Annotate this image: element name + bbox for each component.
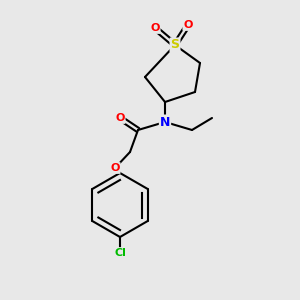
Text: O: O [110, 163, 120, 173]
Text: O: O [115, 113, 125, 123]
Text: O: O [150, 23, 160, 33]
Text: Cl: Cl [114, 248, 126, 258]
Text: S: S [170, 38, 179, 52]
Text: O: O [183, 20, 193, 30]
Text: N: N [160, 116, 170, 128]
